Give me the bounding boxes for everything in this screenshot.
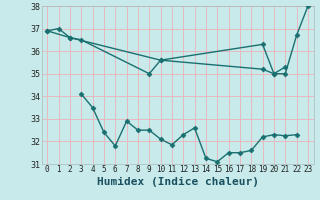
X-axis label: Humidex (Indice chaleur): Humidex (Indice chaleur) xyxy=(97,177,259,187)
